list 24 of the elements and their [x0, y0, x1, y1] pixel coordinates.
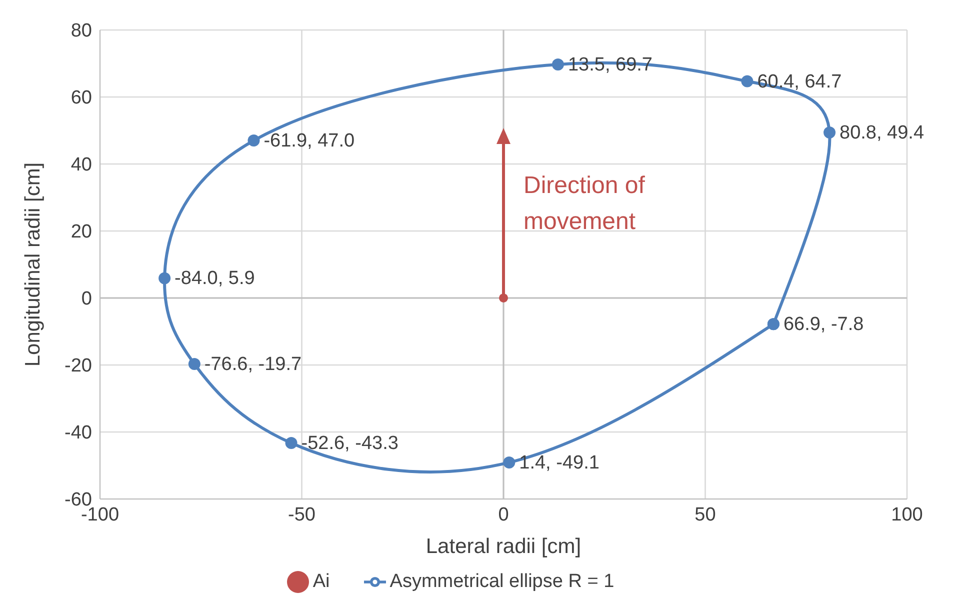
y-tick-label: 80 [70, 20, 92, 42]
x-tick-label: 0 [498, 504, 509, 526]
annotation: Direction of movement [524, 172, 646, 235]
x-tick-label: -50 [288, 504, 316, 526]
data-label: 80.8, 49.4 [840, 122, 924, 144]
data-label: -76.6, -19.7 [204, 354, 302, 375]
data-label: 60.4, 64.7 [757, 71, 842, 92]
y-tick-label: -40 [64, 422, 92, 444]
x-tick-label: 50 [694, 504, 716, 526]
data-label: 66.9, -7.8 [783, 314, 864, 336]
y-tick-label: 20 [70, 222, 92, 243]
y-tick-label: 60 [70, 88, 92, 109]
data-label: 1.4, -49.1 [519, 452, 600, 474]
legend-label: Asymmetrical ellipse R = 1 [390, 571, 614, 592]
data-label: -84.0, 5.9 [174, 268, 255, 290]
data-label: -52.6, -43.3 [301, 433, 398, 454]
y-axis-title: Longitudinal radii [cm] [21, 162, 44, 367]
x-tick-label: 100 [891, 504, 923, 526]
x-axis-title: Lateral radii [cm] [426, 534, 582, 558]
data-label: -61.9, 47.0 [264, 130, 355, 152]
y-tick-label: -20 [64, 356, 92, 377]
y-tick-label: 40 [70, 154, 92, 176]
y-tick-label: 0 [81, 288, 92, 310]
legend-label: Ai [312, 571, 330, 592]
